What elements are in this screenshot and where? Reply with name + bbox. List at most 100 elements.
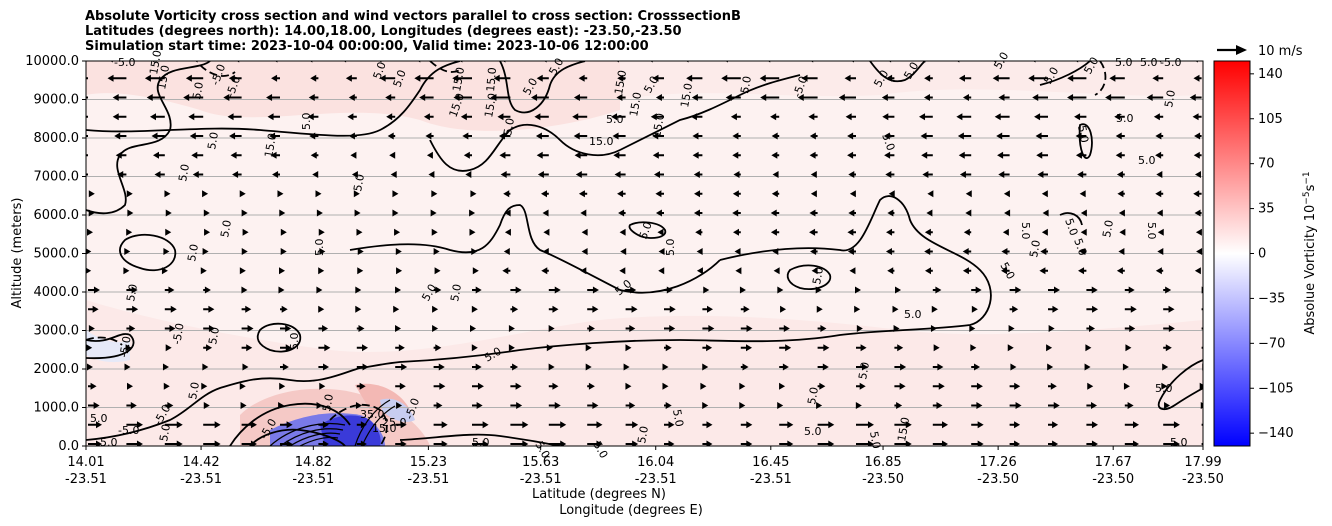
x-tick-label-latitude: 17.26 xyxy=(980,455,1017,470)
wind-vector-head xyxy=(1109,74,1116,82)
wind-vector-head xyxy=(881,94,888,101)
wind-vector-head xyxy=(958,151,965,159)
x-tick-label-latitude: 14.42 xyxy=(182,455,219,470)
wind-vector-head xyxy=(1012,305,1019,313)
wind-vector-head xyxy=(453,94,460,101)
wind-vector-head xyxy=(347,113,354,121)
wind-vector-head xyxy=(617,190,624,198)
contour-label: 5.0 xyxy=(176,163,192,182)
contour-label: 5.0 xyxy=(100,436,118,449)
wind-vector-head xyxy=(1157,228,1164,236)
wind-vector-head xyxy=(596,421,603,429)
wind-vector-head xyxy=(612,132,619,140)
wind-vector-head xyxy=(708,325,715,332)
wind-vector-head xyxy=(809,151,816,159)
wind-vector-head xyxy=(1091,402,1098,409)
wind-vector-head xyxy=(247,325,254,332)
wind-vector-head xyxy=(1164,402,1171,409)
colorbar-label-exp1: −5 xyxy=(1302,191,1312,204)
contour-label: 5.0 xyxy=(635,425,651,444)
wind-vector-head xyxy=(393,305,400,313)
wind-vector-head xyxy=(286,440,293,446)
wind-vector-head xyxy=(971,305,978,313)
wind-vector-head xyxy=(662,382,669,390)
wind-vector-head xyxy=(188,113,195,121)
wind-vector-head xyxy=(503,248,510,255)
wind-vector-head xyxy=(924,248,931,255)
wind-vector-head xyxy=(307,113,314,121)
wind-vector-head xyxy=(625,344,632,352)
wind-vector-head xyxy=(1084,363,1091,371)
wind-vector-head xyxy=(239,267,246,275)
wind-vector-head xyxy=(322,421,329,429)
wind-vector-head xyxy=(1156,171,1163,178)
wind-vector-head xyxy=(733,228,740,236)
contour-label: 5.0 xyxy=(1170,436,1188,449)
contour-label: 5.0 xyxy=(856,361,872,380)
contour-line xyxy=(628,221,667,239)
wind-vector-head xyxy=(1129,325,1136,332)
wind-vector-head xyxy=(389,151,396,159)
wind-vector-head xyxy=(315,190,322,198)
wind-vector-head xyxy=(859,382,866,390)
wind-vector-head xyxy=(854,286,861,294)
contour-label: 5.0 xyxy=(205,131,221,150)
wind-vector-head xyxy=(1155,132,1162,140)
wind-vector-head xyxy=(151,132,158,140)
colorbar-label: Absolue Vorticity 10−5s−1 xyxy=(1302,171,1318,334)
wind-vector-head xyxy=(428,171,435,178)
contour-label: -5.0 xyxy=(117,335,134,358)
wind-vector-head xyxy=(1078,267,1085,275)
wind-vector-head xyxy=(435,344,442,352)
wind-vector-head xyxy=(780,305,787,313)
wind-vector-head xyxy=(318,228,325,236)
wind-vector-head xyxy=(848,209,855,217)
wind-vector-head xyxy=(497,113,504,121)
wind-vector-head xyxy=(281,305,288,313)
wind-vector-head xyxy=(893,325,900,332)
wind-vector-head xyxy=(131,286,138,294)
wind-vector-head xyxy=(126,382,133,390)
wind-vector-head xyxy=(469,228,476,236)
wind-vector-head xyxy=(162,363,169,371)
wind-vector-head xyxy=(324,344,331,352)
wind-vector-head xyxy=(707,305,714,313)
wind-vector-head xyxy=(1195,228,1202,236)
contour-label: 5.0 xyxy=(904,308,922,321)
wind-vector-head xyxy=(476,402,483,409)
wind-vector-head xyxy=(96,440,102,446)
wind-vector-head xyxy=(543,228,550,236)
wind-vector-head xyxy=(668,421,675,429)
colorbar-tick-label: 70 xyxy=(1258,157,1275,172)
wind-vector-head xyxy=(962,94,969,101)
wind-vector-head xyxy=(144,74,151,82)
colorbar-ticks: 140 105 70 35 0 −35 −70 −105 −140 xyxy=(1250,67,1294,441)
wind-vector-head xyxy=(356,228,363,236)
wind-vector-head xyxy=(1091,286,1098,294)
wind-vector-head xyxy=(401,363,408,371)
x-tick-label-latitude: 15.23 xyxy=(410,455,447,470)
wind-vector-head xyxy=(164,190,171,198)
wind-vector-head xyxy=(611,113,618,121)
contour-line xyxy=(1039,61,1091,86)
wind-vector-head xyxy=(202,190,209,198)
wind-vector-head xyxy=(592,286,599,294)
wind-vector-head xyxy=(318,305,325,313)
wind-vector-head xyxy=(692,151,699,159)
wind-vector-head xyxy=(665,402,672,409)
wind-vector-head xyxy=(1173,440,1180,446)
wind-vector-head xyxy=(503,190,510,198)
contour-line xyxy=(249,428,346,446)
wind-vector-head xyxy=(732,209,739,217)
wind-vector-head xyxy=(1161,382,1168,390)
wind-vector-head xyxy=(266,94,273,101)
quiver-key-label: 10 m/s xyxy=(1258,44,1303,59)
wind-vector-head xyxy=(1165,344,1172,352)
wind-vector-head xyxy=(1117,190,1124,198)
wind-vector-head xyxy=(165,209,172,217)
wind-vector-head xyxy=(809,132,816,140)
contour-label: -5.0 xyxy=(114,56,135,69)
contour-label: 5.0 xyxy=(1115,56,1133,69)
contour-label: 15.0 xyxy=(612,69,629,95)
wind-vector-head xyxy=(779,382,786,390)
